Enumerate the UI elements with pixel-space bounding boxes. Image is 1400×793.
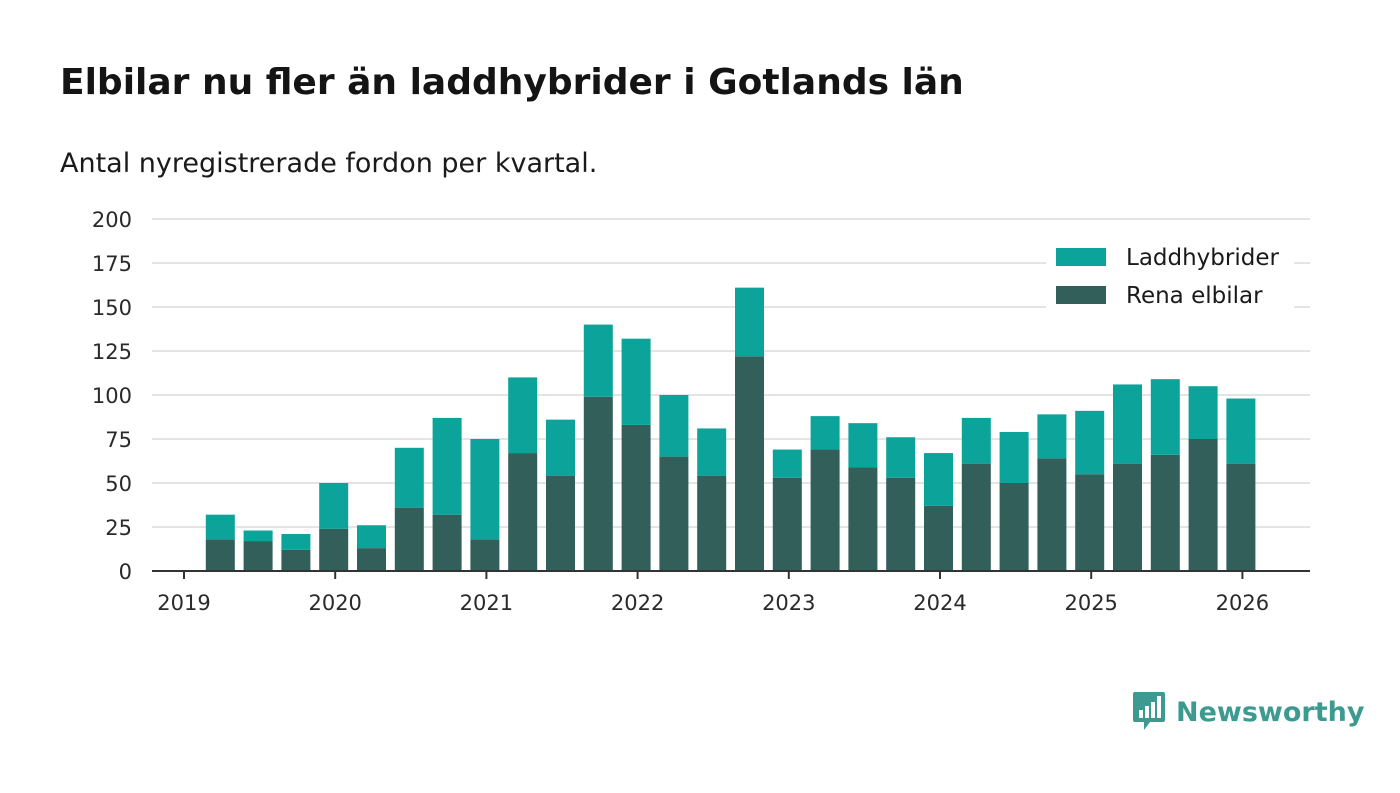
legend: Laddhybrider Rena elbilar bbox=[1046, 236, 1294, 312]
bar-laddhybrider bbox=[810, 416, 840, 450]
bar-laddhybrider bbox=[621, 338, 651, 425]
x-tick-label: 2019 bbox=[157, 591, 210, 615]
bar-laddhybrider bbox=[659, 395, 689, 457]
bar-laddhybrider bbox=[508, 377, 538, 454]
newsworthy-logo-icon bbox=[1133, 692, 1165, 730]
bar-laddhybrider bbox=[1188, 386, 1218, 439]
bar-laddhybrider bbox=[470, 439, 500, 540]
legend-swatch-rena-elbilar bbox=[1056, 286, 1106, 304]
bar-laddhybrider bbox=[1150, 379, 1180, 455]
bar-laddhybrider bbox=[1037, 414, 1067, 459]
bar-laddhybrider bbox=[999, 431, 1029, 483]
bar-rena-elbilar bbox=[621, 424, 651, 571]
legend-swatch-laddhybrider bbox=[1056, 248, 1106, 266]
bar-rena-elbilar bbox=[1075, 474, 1105, 571]
bar-rena-elbilar bbox=[394, 507, 424, 571]
bar-laddhybrider bbox=[848, 423, 878, 468]
bar-rena-elbilar bbox=[508, 453, 538, 571]
bar-rena-elbilar bbox=[772, 477, 802, 571]
y-tick-label: 25 bbox=[105, 516, 132, 540]
x-tick-label: 2020 bbox=[308, 591, 361, 615]
bar-laddhybrider bbox=[961, 417, 991, 464]
bar-laddhybrider bbox=[886, 437, 916, 478]
bar-laddhybrider bbox=[281, 534, 311, 550]
x-tick-label: 2025 bbox=[1064, 591, 1117, 615]
x-tick-label: 2023 bbox=[762, 591, 815, 615]
y-tick-label: 125 bbox=[92, 340, 132, 364]
y-tick-label: 50 bbox=[105, 472, 132, 496]
bar-rena-elbilar bbox=[281, 549, 311, 571]
bar-laddhybrider bbox=[205, 514, 235, 540]
bar-laddhybrider bbox=[243, 530, 273, 542]
x-tick-label: 2024 bbox=[913, 591, 966, 615]
x-tick-label: 2022 bbox=[611, 591, 664, 615]
bar-rena-elbilar bbox=[1188, 439, 1218, 571]
legend-label-laddhybrider: Laddhybrider bbox=[1126, 245, 1279, 271]
bar-rena-elbilar bbox=[848, 467, 878, 571]
x-axis-ticks: 2019 2020 2021 2022 2023 2024 2025 2026 bbox=[157, 571, 1269, 615]
bar-laddhybrider bbox=[546, 419, 575, 476]
legend-label-rena-elbilar: Rena elbilar bbox=[1126, 283, 1263, 309]
chart-title: Elbilar nu fler än laddhybrider i Gotlan… bbox=[60, 62, 964, 103]
bar-rena-elbilar bbox=[659, 456, 689, 571]
bar-rena-elbilar bbox=[735, 356, 764, 571]
bar-rena-elbilar bbox=[886, 477, 916, 571]
bar-laddhybrider bbox=[394, 447, 424, 508]
y-tick-label: 0 bbox=[119, 560, 132, 584]
y-tick-label: 150 bbox=[92, 296, 132, 320]
bar-rena-elbilar bbox=[432, 514, 462, 571]
x-tick-label: 2021 bbox=[460, 591, 513, 615]
y-tick-label: 100 bbox=[92, 384, 132, 408]
bar-laddhybrider bbox=[319, 483, 349, 529]
chart-subtitle: Antal nyregistrerade fordon per kvartal. bbox=[60, 148, 598, 179]
bar-rena-elbilar bbox=[470, 539, 500, 571]
bar-laddhybrider bbox=[735, 287, 764, 357]
bar-laddhybrider bbox=[924, 453, 953, 506]
bar-rena-elbilar bbox=[1226, 463, 1256, 571]
bar-rena-elbilar bbox=[1037, 458, 1067, 571]
y-tick-label: 200 bbox=[92, 208, 132, 232]
y-tick-label: 175 bbox=[92, 252, 132, 276]
bar-rena-elbilar bbox=[810, 449, 840, 571]
bar-rena-elbilar bbox=[205, 539, 235, 571]
bar-laddhybrider bbox=[1226, 398, 1256, 464]
bar-rena-elbilar bbox=[1113, 463, 1142, 571]
bar-laddhybrider bbox=[432, 417, 462, 515]
y-tick-label: 75 bbox=[105, 428, 132, 452]
bar-laddhybrider bbox=[697, 428, 727, 476]
bar-rena-elbilar bbox=[357, 548, 386, 571]
bar-laddhybrider bbox=[1113, 384, 1142, 464]
bar-rena-elbilar bbox=[583, 396, 613, 571]
bars bbox=[205, 287, 1256, 571]
bar-rena-elbilar bbox=[243, 541, 273, 571]
bar-laddhybrider bbox=[583, 324, 613, 397]
bar-rena-elbilar bbox=[924, 505, 953, 571]
bar-rena-elbilar bbox=[546, 475, 575, 571]
brand-logo: Newsworthy bbox=[1132, 690, 1364, 734]
bar-laddhybrider bbox=[1075, 410, 1105, 475]
bar-rena-elbilar bbox=[319, 528, 349, 571]
x-tick-label: 2026 bbox=[1216, 591, 1269, 615]
bar-rena-elbilar bbox=[999, 483, 1029, 571]
bar-rena-elbilar bbox=[697, 475, 727, 571]
bar-rena-elbilar bbox=[961, 463, 991, 571]
bar-laddhybrider bbox=[357, 525, 386, 549]
brand-name: Newsworthy bbox=[1176, 696, 1365, 728]
bar-rena-elbilar bbox=[1150, 454, 1180, 571]
bar-laddhybrider bbox=[772, 449, 802, 478]
